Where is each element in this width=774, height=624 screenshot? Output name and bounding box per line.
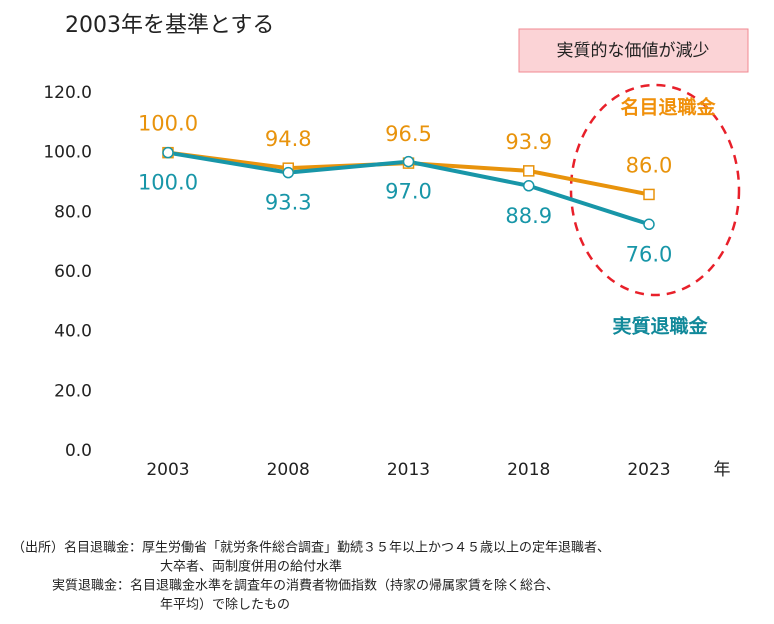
data-label: 96.5	[385, 122, 432, 146]
data-label: 100.0	[138, 112, 198, 136]
data-label: 93.9	[505, 130, 552, 154]
y-tick-label: 40.0	[54, 322, 92, 342]
x-tick-label: 2018	[507, 460, 550, 480]
marker	[523, 165, 535, 177]
source-note: 大卒者、両制度併用の給付水準	[160, 559, 342, 575]
marker	[282, 166, 294, 179]
x-tick-label: 2023	[627, 460, 670, 480]
x-tick-label: 2013	[387, 460, 430, 480]
chart-title: 2003年を基準とする	[65, 13, 274, 38]
y-tick-label: 120.0	[43, 83, 92, 103]
data-label: 86.0	[626, 153, 673, 177]
annotation-box	[518, 28, 749, 73]
y-tick-label: 100.0	[43, 143, 92, 163]
marker	[523, 180, 535, 192]
y-tick-label: 60.0	[54, 262, 92, 282]
marker	[643, 188, 655, 201]
marker	[162, 146, 174, 159]
x-axis-label: 年	[714, 460, 731, 480]
data-label: 97.0	[385, 180, 432, 204]
x-tick-label: 2008	[267, 460, 310, 480]
marker	[402, 155, 415, 168]
data-label: 76.0	[626, 242, 673, 266]
y-tick-label: 0.0	[65, 441, 92, 461]
x-tick-label: 2003	[146, 460, 189, 480]
data-label: 93.3	[265, 191, 312, 215]
data-label: 100.0	[138, 171, 198, 195]
highlight-ellipse	[569, 83, 741, 297]
annotation: 実質的な価値が減少	[557, 41, 710, 61]
series-label: 名目退職金	[620, 96, 716, 119]
y-tick-label: 80.0	[54, 202, 92, 222]
source-note: 年平均）で除したもの	[160, 598, 290, 613]
data-label: 94.8	[265, 127, 312, 151]
y-tick-label: 20.0	[54, 381, 92, 401]
data-label: 88.9	[505, 204, 552, 228]
series-label: 実質退職金	[612, 315, 708, 338]
source-note: （出所）名目退職金：厚生労働省「就労条件総合調査」勤続３５年以上かつ４５歳以上の…	[12, 540, 610, 556]
source-note: 実質退職金：名目退職金水準を調査年の消費者物価指数（持家の帰属家賃を除く総合、	[52, 578, 559, 594]
marker	[643, 218, 655, 231]
